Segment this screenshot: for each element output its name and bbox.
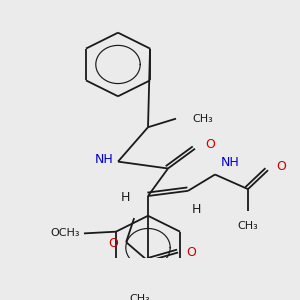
- Text: O: O: [205, 138, 215, 151]
- Text: NH: NH: [221, 156, 240, 170]
- Text: CH₃: CH₃: [130, 294, 151, 300]
- Text: H: H: [191, 203, 201, 216]
- Text: CH₃: CH₃: [238, 221, 258, 231]
- Text: O: O: [276, 160, 286, 173]
- Text: CH₃: CH₃: [192, 114, 213, 124]
- Text: O: O: [108, 237, 118, 250]
- Text: O: O: [186, 246, 196, 259]
- Text: OCH₃: OCH₃: [50, 228, 80, 239]
- Text: NH: NH: [95, 153, 114, 167]
- Text: H: H: [121, 191, 130, 204]
